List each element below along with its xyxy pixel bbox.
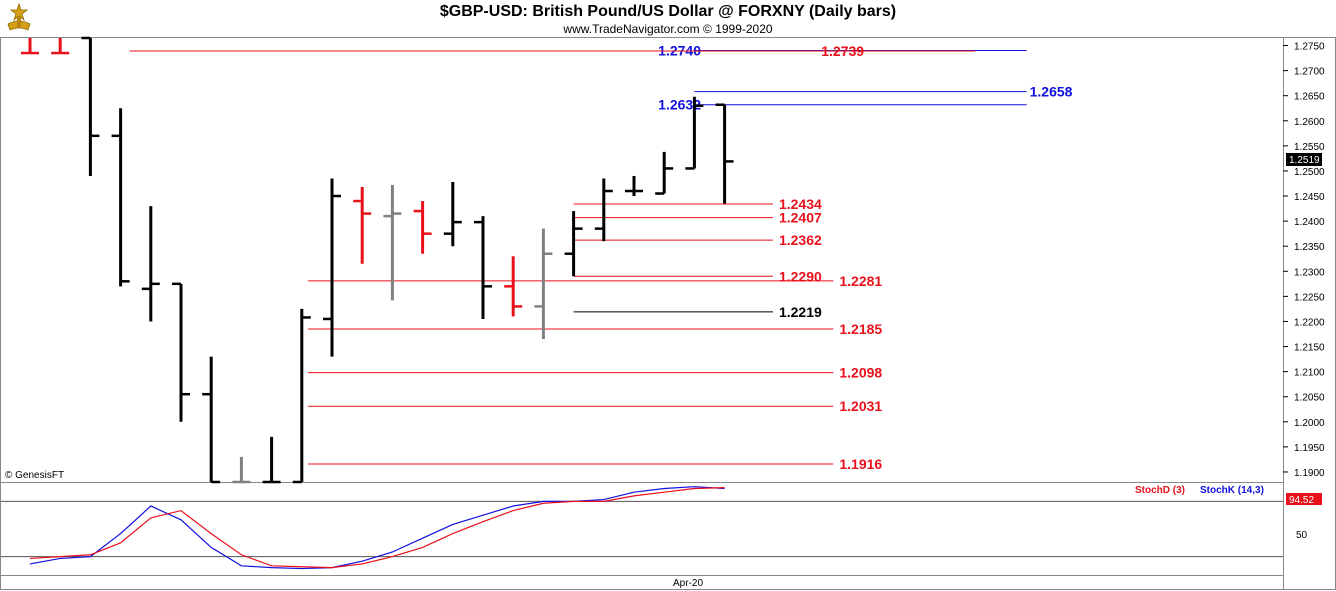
ohlc-bar (655, 151, 674, 195)
price-axis-tick: 1.2000 (1294, 418, 1325, 429)
price-axis-tick: 1.2050 (1294, 393, 1325, 404)
ohlc-bar (202, 356, 221, 484)
stoch-series-line (29, 486, 725, 570)
ohlc-bar (383, 184, 402, 301)
price-level-label: 1.2185 (839, 321, 882, 337)
price-level-label: 1.2098 (839, 365, 882, 381)
ohlc-bar (625, 175, 643, 197)
ohlc-bar (443, 181, 462, 247)
price-axis-tick: 1.2250 (1294, 292, 1325, 303)
price-axis-tick: 1.2450 (1294, 192, 1325, 203)
stochd-legend: StochD (3) (1135, 485, 1185, 496)
ohlc-bar (685, 96, 704, 170)
price-axis-tick: 1.2150 (1294, 343, 1325, 354)
ohlc-bar (172, 282, 190, 422)
price-level-label: 1.2632 (658, 97, 701, 113)
ohlc-bar (504, 256, 523, 317)
price-axis-tick: 1.2650 (1294, 92, 1325, 103)
ohlc-bar (594, 178, 613, 242)
chart-header: $GBP-USD: British Pound/US Dollar @ FORX… (0, 0, 1336, 38)
stoch-value-box (1286, 493, 1322, 505)
price-axis-tick: 1.2400 (1294, 217, 1325, 228)
ohlc-bar (141, 206, 160, 322)
price-level-label: 1.2658 (1030, 84, 1073, 100)
price-axis-tick: 1.1950 (1294, 443, 1325, 454)
price-level-label: 1.2219 (779, 304, 822, 320)
chart-subtitle: www.TradeNavigator.com © 1999-2020 (563, 22, 773, 36)
ohlc-bar (81, 36, 100, 176)
stoch-series-line (29, 487, 725, 569)
price-axis-tick: 1.2200 (1294, 317, 1325, 328)
price-axis-tick: 1.2100 (1294, 368, 1325, 379)
chart-title: $GBP-USD: British Pound/US Dollar @ FORX… (439, 3, 897, 20)
stochk-legend: StochK (14,3) (1200, 485, 1264, 496)
price-axis-tick: 1.2500 (1294, 167, 1325, 178)
ohlc-bar (292, 308, 311, 484)
ohlc-bar (323, 178, 341, 357)
stoch-axis-tick: 50 (1296, 530, 1308, 541)
price-level-label: 1.2362 (779, 232, 822, 248)
price-level-label: 1.2031 (839, 398, 882, 414)
price-level-label: 1.2290 (779, 268, 822, 284)
time-axis-label: Apr-20 (673, 578, 703, 589)
price-axis-tick: 1.2700 (1294, 67, 1325, 78)
ohlc-bar (353, 187, 372, 264)
stochastic-panel (1, 486, 1283, 570)
price-axis-tick: 1.1900 (1294, 468, 1325, 479)
logo-icon (4, 2, 34, 34)
watermark: © GenesisFT (5, 470, 64, 481)
price-axis-tick: 1.2550 (1294, 142, 1325, 153)
price-level-label: 1.2434 (779, 196, 822, 212)
price-level-label: 1.2281 (839, 273, 882, 289)
price-axis-tick: 1.2750 (1294, 42, 1325, 53)
ohlc-bar (534, 228, 553, 340)
price-axis-tick: 1.2350 (1294, 242, 1325, 253)
ohlc-bar (51, 38, 70, 55)
ohlc-bar (21, 38, 39, 55)
ohlc-bar (715, 103, 734, 204)
last-price-label: 1.2519 (1289, 155, 1320, 166)
price-level-label: 1.2739 (821, 43, 864, 59)
ohlc-bar (413, 201, 432, 254)
price-level-label: 1.2407 (779, 210, 822, 226)
price-level-label: 1.2740 (658, 43, 701, 59)
price-axis-tick: 1.2600 (1294, 117, 1325, 128)
chart-frame (0, 37, 1336, 590)
price-axis: 1.2750 1.2700 1.2650 1.2600 1.2550 1.2500 1.24… (1283, 42, 1325, 479)
last-price-box (1286, 153, 1322, 166)
price-axis-tick: 1.2300 (1294, 267, 1325, 278)
ohlc-bar (111, 108, 130, 287)
ohlc-bar (232, 456, 251, 484)
ohlc-bar (564, 211, 583, 277)
ohlc-bar (262, 436, 281, 484)
ohlc-bar (474, 216, 492, 319)
ohlc-bars (21, 36, 734, 484)
price-level-label: 1.1916 (839, 456, 882, 472)
stoch-value-label: 94.52 (1289, 495, 1314, 506)
